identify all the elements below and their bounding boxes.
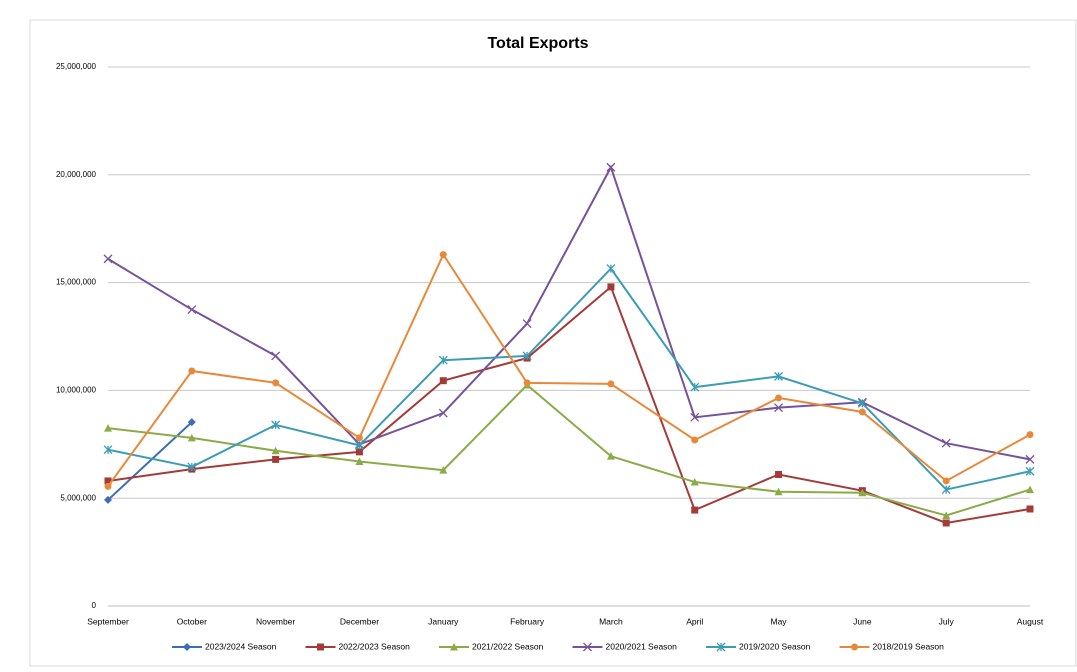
data-point <box>188 367 196 375</box>
series-line <box>107 252 1031 487</box>
data-point <box>271 446 280 455</box>
data-point <box>271 420 281 430</box>
series-line <box>107 421 193 501</box>
x-tick-label: January <box>428 616 459 626</box>
legend-marker <box>851 643 858 651</box>
data-point <box>942 519 950 527</box>
data-point <box>438 408 448 418</box>
legend-label: 2023/2024 Season <box>205 641 277 651</box>
data-point <box>439 466 448 474</box>
data-point <box>187 305 197 315</box>
data-point <box>439 377 447 385</box>
data-point <box>1026 485 1034 494</box>
legend-label: 2021/2022 Season <box>472 641 544 651</box>
data-point <box>858 408 866 416</box>
legend-label: 2019/2020 Season <box>739 641 811 651</box>
data-point <box>942 477 950 485</box>
data-point <box>522 319 532 329</box>
legend-marker <box>716 642 726 652</box>
data-point <box>271 351 281 361</box>
y-tick-label: 15,000,000 <box>56 278 97 287</box>
series-line <box>107 164 1031 461</box>
data-point <box>103 445 113 455</box>
data-point <box>354 440 364 450</box>
data-point <box>1026 505 1034 513</box>
x-tick-label: March <box>599 616 623 626</box>
data-point <box>691 436 699 444</box>
data-point <box>691 506 699 514</box>
legend-marker <box>583 642 592 652</box>
data-point <box>103 254 113 264</box>
data-point <box>187 433 196 442</box>
data-point <box>1026 431 1034 439</box>
x-tick-label: February <box>510 616 545 626</box>
x-tick-label: April <box>686 616 703 626</box>
data-point <box>439 251 447 259</box>
chart-title: Total Exports <box>487 35 588 52</box>
data-point <box>1025 454 1035 464</box>
data-point <box>104 482 112 490</box>
data-point <box>187 462 197 472</box>
data-point <box>775 470 783 478</box>
data-point <box>774 371 784 381</box>
data-point <box>104 477 112 485</box>
y-tick-label: 5,000,000 <box>60 493 96 502</box>
data-point <box>774 487 783 496</box>
data-point <box>775 394 783 402</box>
x-tick-label: May <box>771 616 788 626</box>
x-tick-label: August <box>1017 616 1044 626</box>
data-point <box>606 264 616 274</box>
x-tick-label: July <box>939 616 955 626</box>
chart-border <box>29 19 1077 667</box>
data-point <box>941 438 951 448</box>
series-line <box>107 383 1031 517</box>
data-point <box>355 457 364 466</box>
data-point <box>690 478 699 486</box>
data-point <box>355 434 363 442</box>
data-point <box>355 448 363 456</box>
legend-marker <box>317 643 324 651</box>
data-point <box>438 355 448 365</box>
data-point <box>774 403 784 413</box>
y-tick-label: 25,000,000 <box>56 62 97 71</box>
data-point <box>104 495 112 504</box>
x-tick-label: June <box>853 616 872 626</box>
data-point <box>272 455 280 463</box>
data-point <box>104 424 112 432</box>
data-point <box>606 162 616 172</box>
x-tick-label: October <box>177 616 207 626</box>
data-point <box>523 379 531 387</box>
data-point <box>187 418 196 427</box>
data-point <box>606 452 615 460</box>
data-point <box>857 398 867 408</box>
data-point <box>942 511 951 519</box>
data-point <box>690 412 700 422</box>
series-line <box>107 267 1031 491</box>
series-line <box>107 285 1031 525</box>
x-tick-label: September <box>87 616 129 626</box>
y-tick-label: 0 <box>92 601 97 610</box>
data-point <box>272 379 280 387</box>
y-tick-label: 20,000,000 <box>56 170 97 179</box>
legend-marker <box>183 643 191 651</box>
legend-label: 2018/2019 Season <box>873 641 945 651</box>
data-point <box>522 351 532 361</box>
data-point <box>607 380 615 388</box>
x-tick-label: November <box>256 616 295 626</box>
y-tick-label: 10,000,000 <box>56 386 97 395</box>
legend-label: 2020/2021 Season <box>606 641 678 651</box>
data-point <box>941 485 951 495</box>
x-tick-label: December <box>340 616 379 626</box>
data-point <box>858 488 867 497</box>
legend-marker <box>450 643 458 651</box>
data-point <box>690 382 700 392</box>
legend-label: 2022/2023 Season <box>339 641 411 651</box>
data-point <box>1025 466 1035 476</box>
data-point <box>607 283 615 291</box>
